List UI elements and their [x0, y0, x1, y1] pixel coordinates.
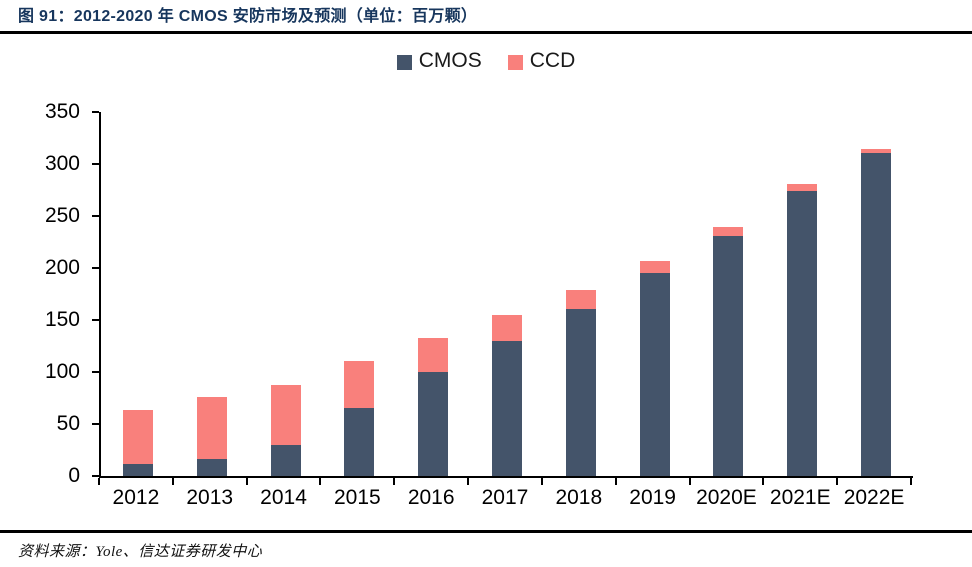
- y-axis-tick-label: 150: [44, 308, 80, 331]
- source-divider: [0, 530, 972, 533]
- bar-segment-cmos-2015: [344, 408, 374, 476]
- y-axis-tick-label: 0: [68, 464, 80, 487]
- x-axis-category-label: 2016: [407, 486, 455, 509]
- bar-segment-cmos-2014: [271, 445, 301, 476]
- y-axis-tick-mark: [92, 267, 99, 269]
- legend-label-cmos: CMOS: [418, 49, 482, 72]
- y-axis-tick-mark: [92, 215, 99, 217]
- y-axis-tick-mark: [92, 423, 99, 425]
- y-axis-tick-label: 300: [44, 152, 80, 175]
- x-axis-tick-mark: [172, 478, 174, 485]
- x-axis-tick-mark: [836, 478, 838, 485]
- x-axis-tick-mark: [910, 478, 912, 485]
- y-axis-tick-label: 250: [44, 204, 80, 227]
- bar-segment-ccd-2017: [492, 315, 522, 341]
- x-axis-category-label: 2018: [555, 486, 603, 509]
- x-axis-tick-mark: [541, 478, 543, 485]
- bar-segment-cmos-2022E: [861, 153, 891, 476]
- bar-segment-cmos-2019: [640, 273, 670, 476]
- bar-segment-ccd-2020E: [713, 227, 743, 236]
- y-axis-tick-label: 50: [56, 412, 80, 435]
- x-axis-tick-mark: [762, 478, 764, 485]
- x-axis-category-label: 2012: [112, 486, 160, 509]
- bar-segment-ccd-2016: [418, 338, 448, 372]
- bar-segment-cmos-2016: [418, 372, 448, 476]
- figure-title: 图 91：2012-2020 年 CMOS 安防市场及预测（单位：百万颗）: [18, 8, 478, 25]
- x-axis-category-label: 2022E: [843, 486, 905, 509]
- cmos-swatch-icon: [396, 54, 412, 70]
- bar-segment-cmos-2018: [566, 309, 596, 476]
- bar-segment-ccd-2022E: [861, 149, 891, 153]
- ccd-swatch-icon: [507, 54, 523, 70]
- x-axis-category-label: 2015: [334, 486, 381, 509]
- bar-segment-cmos-2020E: [713, 236, 743, 476]
- y-axis-tick-label: 200: [44, 256, 80, 279]
- x-axis-category-label: 2014: [260, 486, 307, 509]
- y-axis-tick-label: 100: [44, 360, 80, 383]
- bar-segment-ccd-2019: [640, 261, 670, 273]
- bar-chart: 0 50 100 150 200 250 300 350 2012 2013 2014 2015 201…: [0, 100, 972, 512]
- x-axis-tick-mark: [393, 478, 395, 485]
- bar-segment-cmos-2021E: [787, 191, 817, 476]
- bar-segment-ccd-2021E: [787, 184, 817, 191]
- y-axis-tick-mark: [92, 319, 99, 321]
- x-axis-tick-mark: [319, 478, 321, 485]
- x-axis-category-label: 2017: [481, 486, 529, 509]
- bar-segment-ccd-2013: [197, 397, 227, 459]
- y-axis-tick-mark: [92, 163, 99, 165]
- x-axis-tick-mark: [615, 478, 617, 485]
- source-note: 资料来源：Yole、信达证券研发中心: [18, 544, 263, 560]
- y-axis-tick-mark: [92, 475, 99, 477]
- y-axis-tick-label: 350: [44, 100, 80, 123]
- plot-area: [99, 112, 913, 478]
- bar-segment-cmos-2017: [492, 341, 522, 476]
- x-axis-tick-mark: [689, 478, 691, 485]
- legend-item-cmos: CMOS: [396, 49, 482, 73]
- bar-segment-ccd-2014: [271, 385, 301, 445]
- bar-segment-ccd-2015: [344, 361, 374, 408]
- x-axis-tick-mark: [467, 478, 469, 485]
- y-axis-tick-mark: [92, 371, 99, 373]
- bar-segment-cmos-2013: [197, 459, 227, 476]
- bar-segment-cmos-2012: [123, 464, 153, 476]
- x-axis-category-label: 2019: [629, 486, 676, 509]
- chart-legend: CMOS CCD: [0, 46, 972, 76]
- x-axis-tick-mark: [246, 478, 248, 485]
- x-axis-category-label: 2013: [186, 486, 234, 509]
- x-axis-category-label: 2021E: [769, 486, 831, 509]
- bar-segment-ccd-2012: [123, 410, 153, 464]
- x-axis-tick-mark: [98, 478, 100, 485]
- legend-label-ccd: CCD: [529, 49, 576, 72]
- x-axis-category-label: 2020E: [696, 486, 757, 509]
- y-axis-tick-mark: [92, 111, 99, 113]
- bar-segment-ccd-2018: [566, 290, 596, 309]
- title-divider: [0, 31, 972, 34]
- legend-item-ccd: CCD: [507, 49, 576, 73]
